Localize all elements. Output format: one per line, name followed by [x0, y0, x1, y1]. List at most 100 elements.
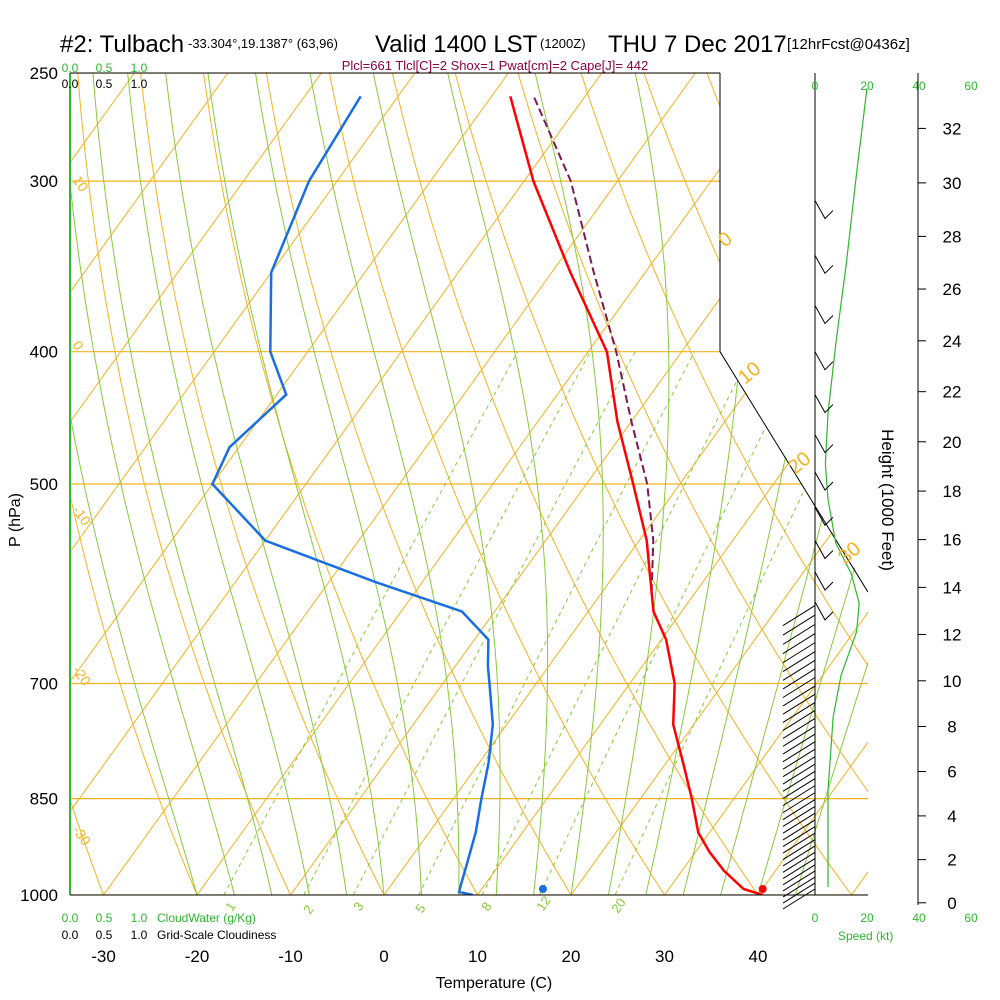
height-tick-label: 16	[943, 531, 962, 550]
wind-barb-shaft	[782, 756, 816, 778]
height-tick-label: 10	[943, 672, 962, 691]
mixing-ratio-label: 5	[412, 901, 428, 916]
temperature-tick-label: -10	[278, 947, 303, 966]
speed-tick-label: 0	[812, 911, 819, 925]
wind-barb-shaft	[782, 651, 816, 672]
wind-barb-shaft	[782, 741, 816, 763]
wind-speed-profile	[824, 88, 868, 887]
wind-barb-shaft	[782, 845, 816, 867]
wind-barb	[782, 642, 816, 664]
wind-barb-shaft	[782, 864, 816, 886]
moist-adiabat	[757, 521, 868, 895]
wind-barb	[782, 756, 816, 778]
wind-barb-shaft	[782, 812, 816, 834]
wind-barb	[782, 845, 816, 867]
speed-tick-label-top: 60	[964, 79, 978, 93]
background-grid	[70, 73, 1000, 895]
x-axis-label: Temperature (C)	[436, 975, 552, 992]
station-title: #2: Tulbach	[60, 31, 184, 58]
cloudwater-scale-top: 0.0	[62, 61, 79, 75]
speed-axis-label: Speed (kt)	[838, 929, 893, 943]
temperature-tick-label: 10	[468, 947, 487, 966]
wind-barb	[782, 623, 816, 645]
dry-adiabat	[454, 73, 852, 895]
wind-barb-shaft	[782, 851, 816, 873]
dry-adiabat	[77, 73, 291, 895]
dry-adiabat	[517, 73, 868, 793]
wind-barb-shaft	[782, 858, 816, 880]
wind-barb	[782, 741, 816, 763]
wind-barb-shaft	[782, 870, 816, 892]
height-axis-label: Height (1000 Feet)	[878, 429, 897, 571]
height-tick-label: 32	[943, 119, 962, 138]
dry-adiabat	[328, 73, 665, 895]
temperature-tick-label: -30	[91, 947, 116, 966]
wind-barb-upper	[814, 255, 834, 275]
cloudwater-scale-bottom: 1.0	[131, 911, 148, 925]
height-tick-label: 8	[947, 717, 956, 736]
mixing-ratio-line	[614, 356, 868, 895]
height-tick-label: 14	[943, 578, 962, 597]
diagram-outline	[719, 73, 868, 593]
wind-barb-shaft	[782, 633, 816, 654]
speed-tick-label: 60	[964, 911, 978, 925]
isotherm-label: 10	[70, 173, 92, 195]
moist-adiabat	[70, 412, 198, 895]
cloudwater-scale-top: 0.5	[96, 61, 113, 75]
isotherm-line	[70, 73, 322, 423]
height-tick-label: 6	[947, 763, 956, 782]
isotherm-line	[757, 741, 868, 895]
wind-barb-shaft	[782, 623, 816, 645]
height-tick-label: 30	[943, 174, 962, 193]
wind-barb-shaft	[782, 614, 816, 636]
mixing-ratio-label: 12	[533, 893, 554, 913]
wind-barb-shaft	[782, 701, 816, 723]
wind-barb-shaft	[782, 659, 816, 681]
isotherm-line	[70, 73, 416, 553]
moist-adiabat	[607, 73, 670, 895]
forecast-run: [12hrFcst@0436z]	[787, 36, 910, 53]
pressure-tick-label: 300	[30, 172, 58, 191]
height-tick-label: 12	[943, 625, 962, 644]
wind-barb	[782, 806, 816, 827]
dry-adiabat	[959, 73, 1000, 895]
station-coords: -33.304°,19.1387° (63,96)	[188, 36, 338, 51]
wind-barb-upper	[814, 507, 834, 527]
wind-barb-shaft	[782, 605, 816, 626]
wind-barb-upper	[814, 305, 834, 325]
wind-barb	[782, 876, 816, 898]
wind-barb	[782, 870, 816, 892]
temperature-profile	[509, 95, 764, 895]
valid-time: Valid 1400 LST	[375, 31, 538, 58]
wind-barb	[782, 778, 816, 799]
wind-barb	[782, 733, 816, 755]
dry-adiabat	[70, 797, 104, 895]
mixing-ratio-line	[223, 351, 519, 895]
moist-adiabat	[794, 661, 868, 895]
cloudwater-label: CloudWater (g/Kg)	[157, 911, 256, 925]
pressure-tick-label: 700	[30, 675, 58, 694]
pressure-tick-label: 500	[30, 475, 58, 494]
wind-barb	[782, 677, 816, 698]
wind-barb	[782, 717, 816, 739]
wind-barb	[782, 851, 816, 873]
mixing-ratio-label: 2	[300, 902, 316, 917]
wind-barb-shaft	[782, 806, 816, 827]
surface-dewpoint-marker	[538, 885, 547, 893]
forecast-date: THU 7 Dec 2017	[608, 31, 787, 58]
height-tick-label: 4	[947, 807, 956, 826]
temperature-tick-label: 20	[562, 947, 581, 966]
isotherm-line	[383, 221, 868, 895]
zulu-time: (1200Z)	[540, 36, 586, 51]
pressure-tick-label: 400	[30, 343, 58, 362]
moist-adiabat	[372, 73, 501, 895]
moist-adiabat	[92, 73, 273, 895]
wind-barb	[782, 668, 816, 690]
wind-barb-shaft	[782, 888, 816, 910]
wind-barb-upper	[814, 394, 834, 414]
dry-adiabat	[203, 73, 478, 895]
wind-barb-upper	[814, 434, 834, 454]
wind-barb	[782, 651, 816, 672]
